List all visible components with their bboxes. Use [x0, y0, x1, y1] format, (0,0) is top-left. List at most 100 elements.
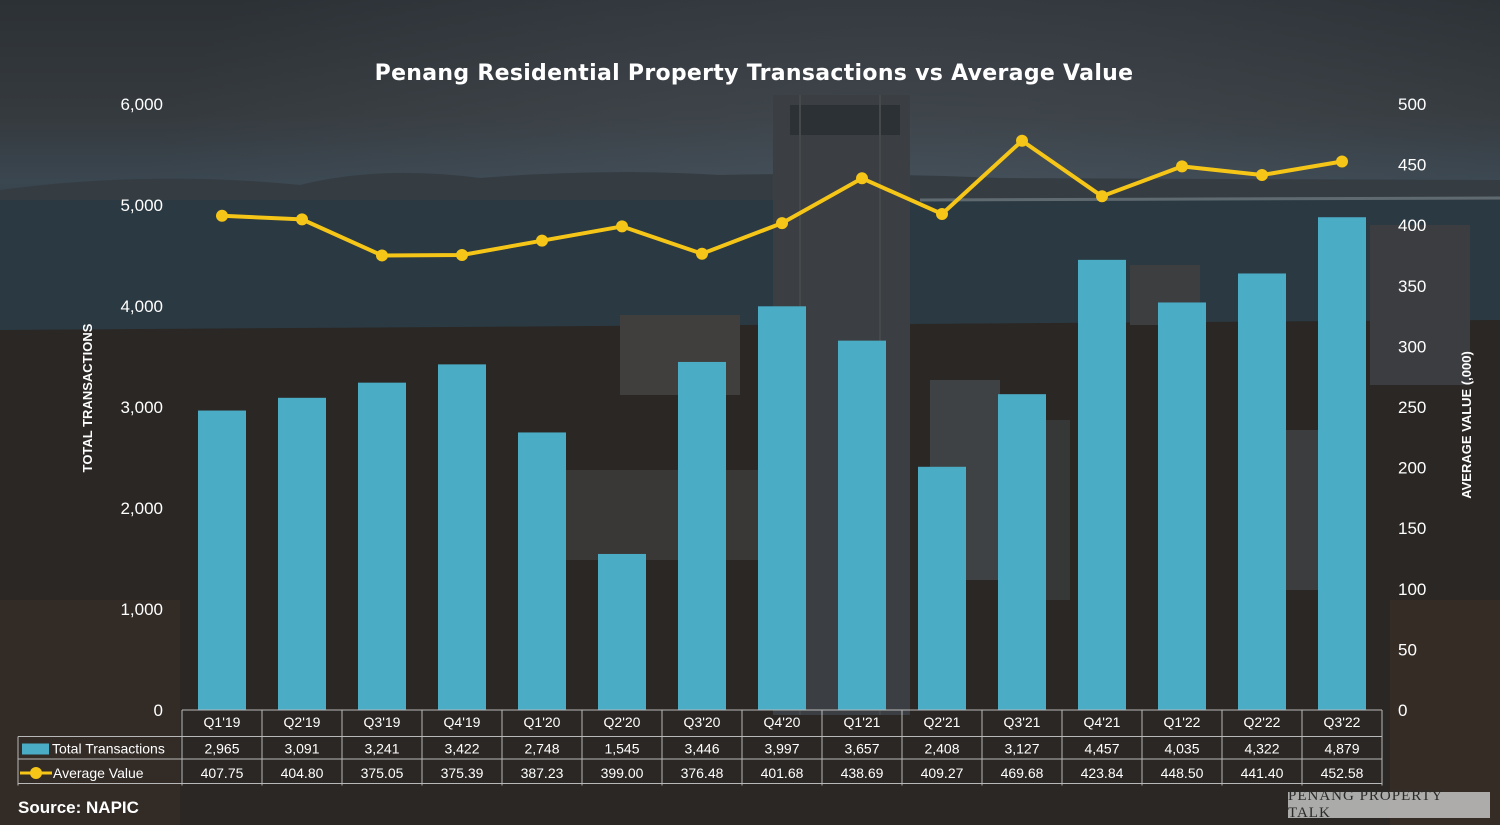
- watermark-logo: Penang Property Talk: [1288, 788, 1490, 821]
- legend-line-marker: [30, 767, 42, 779]
- table-cell: 2,748: [524, 741, 559, 757]
- bar: [278, 397, 326, 710]
- table-category: Q1'22: [1164, 714, 1201, 730]
- table-category: Q3'21: [1004, 714, 1041, 730]
- table-cell: 1,545: [604, 741, 639, 757]
- table-category: Q3'22: [1324, 714, 1361, 730]
- data-table: Q1'19 Q2'19 Q3'19 Q4'19 Q1'20 Q2'20 Q3'20 Q4'20…: [17, 709, 1383, 786]
- right-axis-tick: 200: [1398, 459, 1426, 478]
- bar: [518, 432, 566, 710]
- table-category: Q4'21: [1084, 714, 1121, 730]
- table-cell: 4,457: [1084, 741, 1119, 757]
- table-cell: 3,127: [1004, 741, 1039, 757]
- line-point: [536, 234, 548, 247]
- line-point: [1256, 169, 1268, 182]
- table-cell: 387.23: [521, 765, 564, 781]
- table-category: Q2'22: [1244, 714, 1281, 730]
- left-axis-label: TOTAL TRANSACTIONS: [80, 323, 95, 472]
- right-axis-tick: 150: [1398, 519, 1426, 538]
- table-cell: 375.39: [441, 765, 484, 781]
- bar: [1158, 302, 1206, 710]
- table-cell: 441.40: [1241, 765, 1284, 781]
- bar: [358, 382, 406, 710]
- line-point: [616, 220, 628, 233]
- table-cell: 469.68: [1001, 765, 1044, 781]
- table-cell: 3,657: [844, 741, 879, 757]
- bar: [998, 394, 1046, 710]
- line-point: [936, 207, 948, 220]
- right-axis-tick: 100: [1398, 580, 1426, 599]
- table-category: Q2'19: [284, 714, 321, 730]
- table-cell: 2,965: [204, 741, 239, 757]
- table-category: Q4'20: [764, 714, 801, 730]
- line-point: [216, 209, 228, 222]
- left-axis-tick: 1,000: [120, 600, 163, 619]
- bar: [1318, 217, 1366, 710]
- table-category: Q4'19: [444, 714, 481, 730]
- table-cell: 2,408: [924, 741, 959, 757]
- table-cell: 3,091: [284, 741, 319, 757]
- table-cell: 423.84: [1081, 765, 1124, 781]
- left-axis-tick: 2,000: [120, 499, 163, 518]
- line-point: [696, 247, 708, 260]
- bar: [678, 361, 726, 710]
- right-axis-tick: 350: [1398, 277, 1426, 296]
- table-cell: 409.27: [921, 765, 964, 781]
- table-cell: 3,422: [444, 741, 479, 757]
- bar: [598, 553, 646, 710]
- table-cell: 4,322: [1244, 741, 1279, 757]
- table-cell: 399.00: [601, 765, 644, 781]
- table-cell: 4,035: [1164, 741, 1199, 757]
- left-axis-tick: 6,000: [120, 95, 163, 114]
- table-category: Q3'19: [364, 714, 401, 730]
- table-cell: 448.50: [1161, 765, 1204, 781]
- bar: [1238, 273, 1286, 710]
- table-cell: 376.48: [681, 765, 724, 781]
- left-axis-tick: 0: [154, 701, 163, 720]
- table-category: Q1'19: [204, 714, 241, 730]
- legend-label: Total Transactions: [52, 741, 165, 757]
- table-cell: 438.69: [841, 765, 884, 781]
- table-cell: 404.80: [281, 765, 324, 781]
- table-cell: 3,446: [684, 741, 719, 757]
- legend-label: Average Value: [53, 765, 144, 781]
- legend-bar-swatch: [22, 743, 49, 755]
- left-axis-ticks: 0 1,000 2,000 3,000 4,000 5,000 6,000: [120, 95, 163, 720]
- bar: [918, 466, 966, 710]
- line-point: [1176, 160, 1188, 173]
- right-axis-tick: 300: [1398, 337, 1426, 356]
- source-note: Source: NAPIC: [18, 798, 139, 817]
- bar: [198, 410, 246, 710]
- right-axis-tick: 250: [1398, 398, 1426, 417]
- line-point: [856, 172, 868, 185]
- right-axis-tick: 500: [1398, 95, 1426, 114]
- line-point: [1336, 155, 1348, 168]
- line-path: [221, 138, 1343, 258]
- line-point: [296, 213, 308, 226]
- line-series: [216, 134, 1348, 262]
- right-axis-tick: 450: [1398, 156, 1426, 175]
- right-axis-tick: 50: [1398, 640, 1417, 659]
- chart-title: Penang Residential Property Transactions…: [375, 61, 1134, 86]
- bar: [438, 364, 486, 710]
- bar: [838, 340, 886, 710]
- table-cell: 452.58: [1321, 765, 1364, 781]
- right-axis-label: AVERAGE VALUE (,000): [1459, 351, 1474, 499]
- table-category: Q1'20: [524, 714, 561, 730]
- left-axis-tick: 3,000: [120, 398, 163, 417]
- bar: [758, 306, 806, 710]
- line-point: [1016, 134, 1028, 147]
- line-point: [376, 249, 388, 262]
- table-category: Q2'20: [604, 714, 641, 730]
- table-category: Q3'20: [684, 714, 721, 730]
- line-point: [776, 217, 788, 230]
- left-axis-tick: 4,000: [120, 297, 163, 316]
- right-axis-tick: 400: [1398, 216, 1426, 235]
- table-cell: 401.68: [761, 765, 804, 781]
- left-axis-tick: 5,000: [120, 196, 163, 215]
- table-cell: 3,241: [364, 741, 399, 757]
- table-cell: 375.05: [361, 765, 404, 781]
- bar-series: [198, 217, 1366, 710]
